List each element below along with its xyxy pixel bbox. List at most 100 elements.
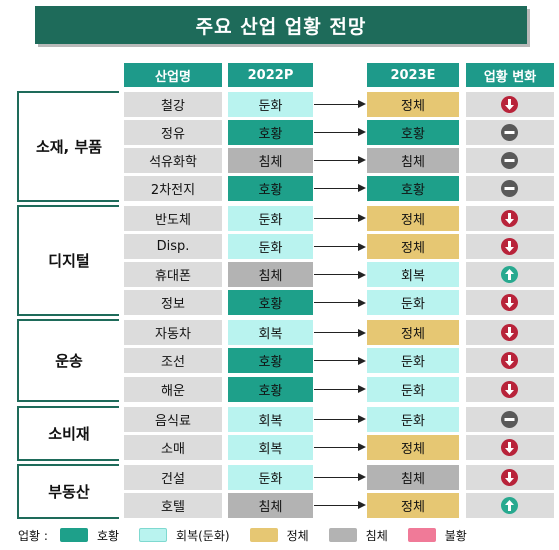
legend-item-label: 불황 [444, 528, 467, 543]
transition-arrow-head [358, 214, 366, 223]
row-bg-industry [124, 119, 222, 145]
status-2023: 호황 [367, 119, 459, 145]
transition-arrow-line [314, 504, 359, 506]
status-2023: 정체 [367, 492, 459, 518]
transition-arrow-head [358, 184, 366, 193]
industry-name: 석유화학 [149, 154, 197, 170]
transition-arrow-line [314, 246, 359, 247]
row-bg-industry [124, 348, 222, 374]
down-arrow-icon [501, 294, 518, 312]
status-2023: 침체 [367, 464, 459, 490]
minus-icon [501, 179, 518, 197]
transition-arrow-line [314, 388, 359, 390]
minus-icon [501, 123, 518, 141]
industry-name: 음식료 [155, 413, 191, 429]
legend-item-label: 침체 [365, 528, 388, 543]
up-arrow-icon [501, 496, 518, 514]
industry-name: 철강 [161, 98, 185, 114]
status-2022: 침체 [228, 492, 313, 518]
transition-arrow-head [358, 473, 366, 482]
transition-arrow-head [358, 156, 366, 165]
down-arrow-icon [501, 380, 518, 398]
row-bg-industry [124, 234, 222, 259]
transition-arrow-head [358, 128, 366, 137]
header-2023: 2023E [367, 63, 459, 87]
minus-icon [501, 410, 518, 428]
legend-label: 업황 : [18, 528, 48, 543]
industry-name: Disp. [156, 239, 190, 254]
transition-arrow-head [358, 100, 366, 108]
status-2022: 회복 [228, 320, 313, 346]
transition-arrow-head [358, 501, 366, 510]
category-label: 소비재 [17, 405, 119, 461]
legend-item-label: 정체 [286, 528, 309, 543]
down-arrow-icon [501, 95, 518, 113]
row-bg-industry [124, 320, 222, 346]
transition-arrow-line [314, 187, 359, 189]
minus-icon [501, 151, 518, 169]
industry-name: 자동차 [155, 327, 191, 343]
transition-arrow-head [358, 415, 366, 424]
transition-arrow-head [358, 356, 366, 365]
status-2023: 둔화 [367, 376, 459, 402]
header-2022: 2022P [228, 63, 313, 87]
category-label: 운송 [17, 319, 119, 403]
industry-name: 반도체 [155, 212, 191, 228]
transition-arrow-line [314, 159, 359, 161]
row-bg-industry [124, 175, 222, 201]
status-2022: 회복 [228, 434, 313, 460]
legend-swatch [407, 528, 436, 542]
transition-arrow-head [358, 242, 366, 251]
transition-arrow-line [314, 274, 359, 276]
status-2022: 침체 [228, 147, 313, 173]
down-arrow-icon [501, 438, 518, 456]
transition-arrow-head [358, 298, 366, 307]
transition-arrow-line [314, 332, 359, 334]
status-2022: 호황 [228, 175, 313, 201]
row-bg-industry [124, 376, 222, 402]
row-bg-industry [124, 434, 222, 460]
down-arrow-icon [501, 324, 518, 342]
chart-title: 주요 산업 업황 전망 [35, 6, 527, 44]
status-2022: 둔화 [228, 91, 313, 117]
status-2022: 침체 [228, 262, 313, 288]
transition-arrow-line [314, 217, 359, 219]
category-label: 부동산 [17, 463, 119, 519]
transition-arrow-line [314, 476, 359, 478]
status-2022: 호황 [228, 119, 313, 145]
status-2023: 둔화 [367, 290, 459, 316]
industry-name: 소매 [161, 441, 185, 457]
industry-name: 정유 [161, 126, 185, 142]
category-label: 소재, 부품 [17, 90, 119, 202]
status-2023: 정체 [367, 434, 459, 460]
status-2023: 정체 [367, 91, 459, 117]
status-2023: 침체 [367, 147, 459, 173]
transition-arrow-head [358, 443, 366, 452]
row-bg-industry [124, 147, 222, 173]
down-arrow-icon [501, 352, 518, 370]
down-arrow-icon [501, 209, 518, 227]
industry-name: 해운 [161, 383, 185, 399]
status-2022: 둔화 [228, 205, 313, 231]
row-bg-industry [124, 492, 222, 518]
row-bg-industry [124, 464, 222, 490]
row-bg-industry [124, 91, 222, 117]
legend: 업황 : 호황 회복(둔화) 정체 침체 불황 [0, 527, 483, 543]
transition-arrow-line [314, 302, 359, 304]
status-2022: 회복 [228, 406, 313, 432]
transition-arrow-line [314, 131, 359, 133]
transition-arrow-line [314, 446, 359, 448]
industry-name: 호텔 [161, 499, 185, 515]
industry-name: 조선 [161, 355, 185, 371]
status-2023: 정체 [367, 320, 459, 346]
row-bg-industry [124, 205, 222, 231]
status-2022: 둔화 [228, 234, 313, 259]
industry-name: 휴대폰 [155, 269, 191, 285]
legend-swatch [328, 528, 357, 542]
transition-arrow-line [314, 418, 359, 420]
down-arrow-icon [501, 238, 518, 255]
category-label: 디지털 [17, 204, 119, 317]
status-2022: 호황 [228, 348, 313, 374]
industry-name: 2차전지 [150, 182, 196, 198]
transition-arrow-head [358, 270, 366, 279]
